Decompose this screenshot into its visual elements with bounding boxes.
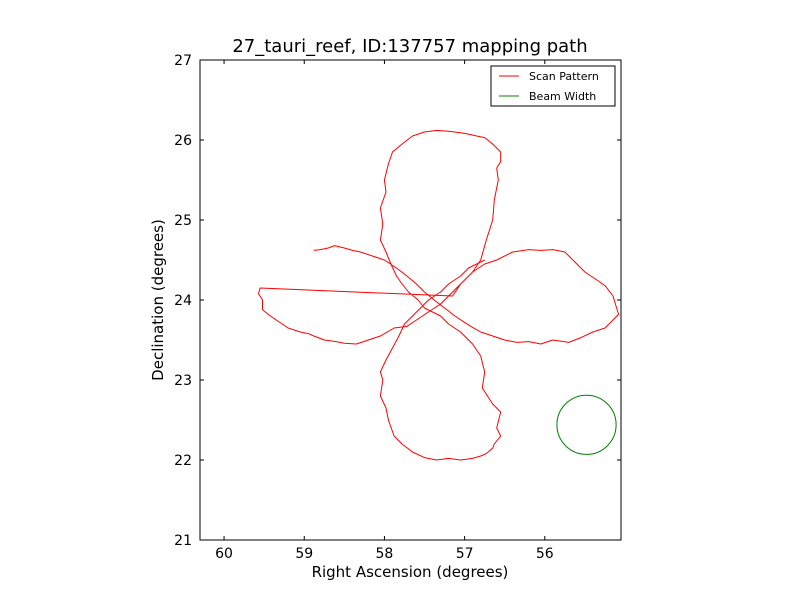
y-tick-label: 21: [174, 533, 192, 549]
series-layer: [258, 129, 620, 461]
x-tick-label: 57: [456, 546, 474, 562]
x-axis-ticks: 60 59 58 57 56: [215, 60, 554, 562]
y-tick-label: 26: [174, 133, 192, 149]
x-tick-label: 59: [295, 546, 313, 562]
beam-width-circle: [556, 394, 617, 455]
y-tick-label: 24: [174, 293, 192, 309]
chart-title: 27_tauri_reef, ID:137757 mapping path: [232, 36, 587, 57]
x-tick-label: 56: [536, 546, 554, 562]
y-axis-label: Declination (degrees): [149, 219, 167, 381]
x-tick-label: 58: [376, 546, 394, 562]
y-tick-label: 27: [174, 53, 192, 69]
x-axis-label: Right Ascension (degrees): [312, 563, 509, 581]
y-tick-label: 23: [174, 373, 192, 389]
y-axis-ticks: 21 22 23 24 25 26 27: [174, 53, 621, 549]
scan-pattern-line-0: [258, 129, 620, 373]
legend-box: [490, 65, 616, 107]
legend-label-scan-pattern: Scan Pattern: [529, 70, 599, 83]
y-tick-label: 22: [174, 453, 192, 469]
legend-label-beam-width: Beam Width: [529, 90, 596, 103]
legend: Scan Pattern Beam Width: [490, 65, 616, 107]
y-tick-label: 25: [174, 213, 192, 229]
scan-pattern-line-1: [379, 259, 502, 461]
x-tick-label: 60: [215, 546, 233, 562]
plot-area: [200, 60, 621, 540]
